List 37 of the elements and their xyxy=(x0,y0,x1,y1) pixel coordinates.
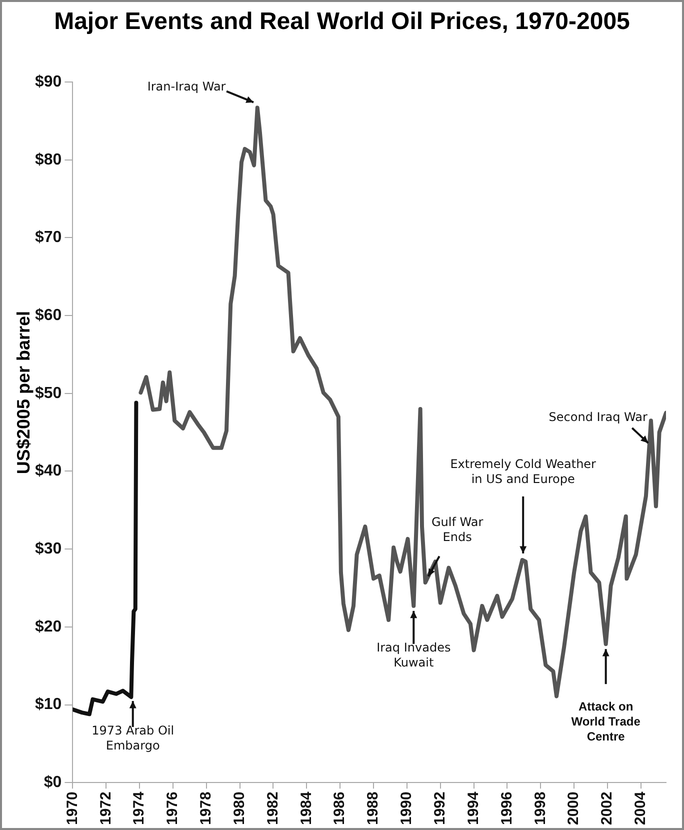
annotation: Extremely Cold Weather in US and Europe xyxy=(450,457,596,486)
x-tick-label: 1972 xyxy=(97,792,114,826)
y-tick-label: $30 xyxy=(34,540,62,558)
annotation: 1973 Arab Oil Embargo xyxy=(92,724,174,753)
x-tick-label: 1980 xyxy=(230,792,248,826)
y-tick-label: $10 xyxy=(34,696,62,714)
x-tick-label: 1990 xyxy=(398,792,416,826)
y-tick-label: $70 xyxy=(34,229,62,246)
annotation: Iran-Iraq War xyxy=(147,79,226,94)
y-tick-label: $20 xyxy=(34,618,62,636)
x-tick-label: 1984 xyxy=(298,790,315,826)
annotation: Gulf War Ends xyxy=(432,514,484,544)
x-tick-label: 2004 xyxy=(632,790,650,826)
x-tick-label: 1986 xyxy=(331,792,348,826)
y-axis-title: US$2005 per barrel xyxy=(14,310,34,476)
x-tick-label: 1994 xyxy=(464,790,482,826)
x-tick-label: 2002 xyxy=(598,792,616,826)
x-tick-label: 1992 xyxy=(432,792,449,826)
x-tick-label: 1982 xyxy=(264,792,282,826)
annotation: Second Iraq War xyxy=(548,410,648,424)
y-tick-label: $50 xyxy=(34,384,62,402)
y-tick-label: $90 xyxy=(34,73,62,90)
annotation: Attack on World Trade Centre xyxy=(571,699,641,744)
y-tick-label: $60 xyxy=(34,306,62,324)
y-tick-label: $80 xyxy=(34,151,62,168)
x-tick-label: 1978 xyxy=(198,792,215,826)
x-tick-label: 1974 xyxy=(130,790,148,826)
x-tick-label: 2000 xyxy=(565,792,582,826)
y-tick-label: $40 xyxy=(34,462,62,480)
x-tick-label: 1976 xyxy=(164,792,182,826)
annotation: Iraq Invades Kuwait xyxy=(376,640,451,670)
y-tick-label: $0 xyxy=(44,774,62,792)
x-tick-label: 1970 xyxy=(64,792,81,826)
chart-title: Major Events and Real World Oil Prices, 1970-2005 xyxy=(53,8,631,37)
x-tick-label: 1998 xyxy=(532,792,549,826)
x-tick-label: 1996 xyxy=(498,792,516,826)
x-tick-label: 1988 xyxy=(364,792,382,826)
